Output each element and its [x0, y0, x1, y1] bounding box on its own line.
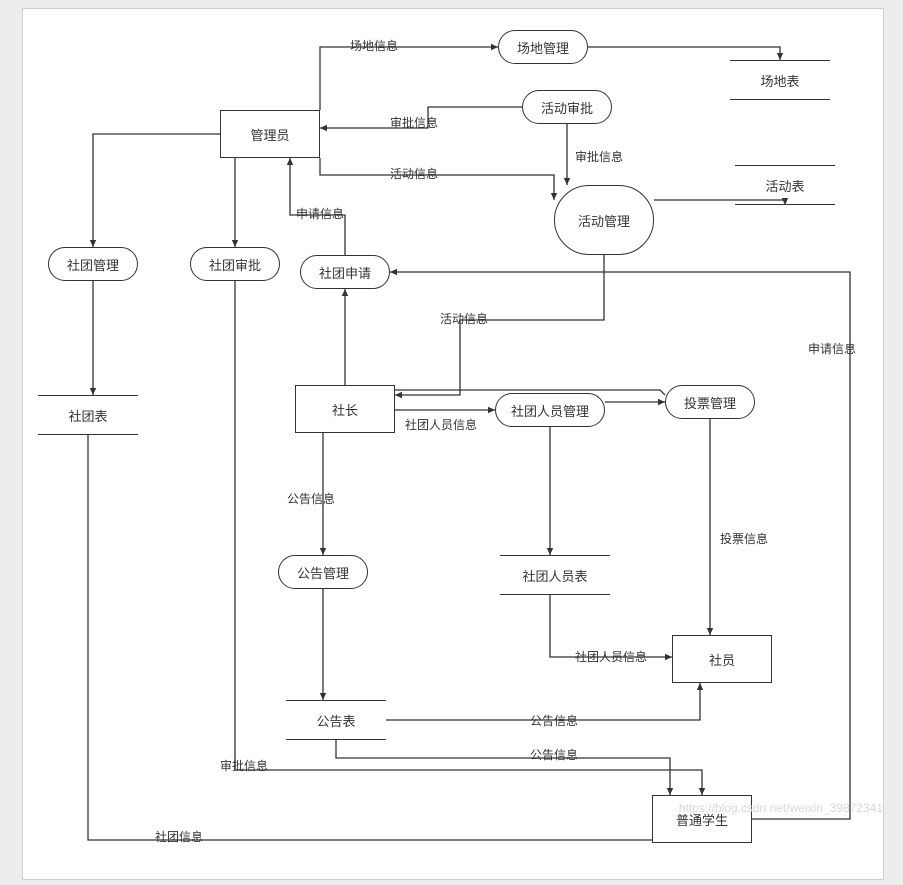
edge-label: 申请信息	[808, 340, 856, 357]
node-club_apply: 社团申请	[300, 255, 390, 289]
edge-label: 社团人员信息	[575, 648, 647, 665]
edge-label: 公告信息	[530, 746, 578, 763]
edge-label: 场地信息	[350, 37, 398, 54]
node-venue_tbl: 场地表	[730, 60, 830, 100]
node-vote_mgmt: 投票管理	[665, 385, 755, 419]
node-president: 社长	[295, 385, 395, 433]
diagram-panel	[22, 8, 884, 880]
edge-label: 活动信息	[390, 165, 438, 182]
edge-label: 审批信息	[220, 757, 268, 774]
node-member_tbl: 社团人员表	[500, 555, 610, 595]
node-notice_mgmt: 公告管理	[278, 555, 368, 589]
node-club_approve: 社团审批	[190, 247, 280, 281]
node-member: 社员	[672, 635, 772, 683]
edge-label: 投票信息	[720, 530, 768, 547]
node-admin: 管理员	[220, 110, 320, 158]
edge-label: 审批信息	[390, 114, 438, 131]
node-member_mgmt: 社团人员管理	[495, 393, 605, 427]
edge-label: 公告信息	[287, 490, 335, 507]
node-act_approve: 活动审批	[522, 90, 612, 124]
edge-label: 公告信息	[530, 712, 578, 729]
node-venue_mgmt: 场地管理	[498, 30, 588, 64]
node-notice_tbl: 公告表	[286, 700, 386, 740]
node-act_tbl: 活动表	[735, 165, 835, 205]
node-club_tbl: 社团表	[38, 395, 138, 435]
edge-label: 申请信息	[296, 205, 344, 222]
node-act_mgmt: 活动管理	[554, 185, 654, 255]
watermark: https://blog.csdn.net/weixin_39872341	[679, 801, 883, 815]
diagram-canvas: 管理员场地管理场地表活动审批活动表活动管理社团管理社团审批社团申请社团表社长社团…	[0, 0, 903, 885]
edge-label: 社团人员信息	[405, 416, 477, 433]
edge-label: 社团信息	[155, 828, 203, 845]
node-club_mgmt: 社团管理	[48, 247, 138, 281]
edge-label: 活动信息	[440, 310, 488, 327]
edge-label: 审批信息	[575, 148, 623, 165]
